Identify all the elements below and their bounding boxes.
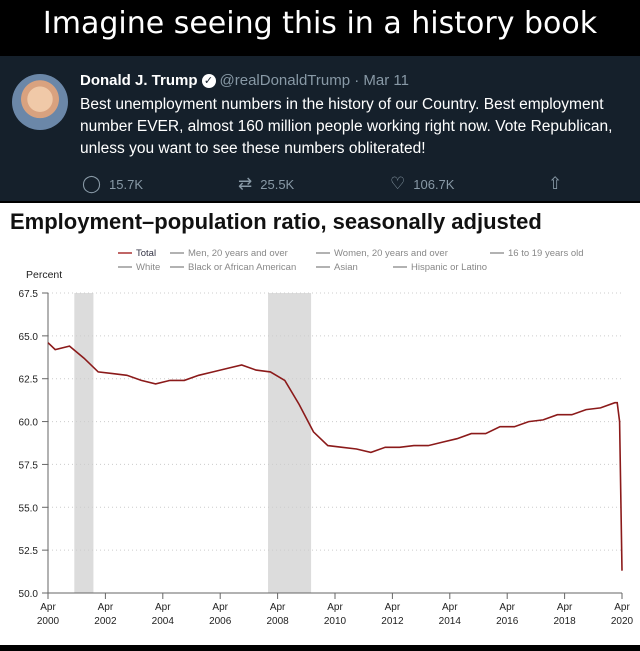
retweet-button[interactable]: ⇄ 25.5K bbox=[238, 174, 294, 194]
share-button[interactable]: ⇧ bbox=[548, 174, 562, 194]
y-tick-label: 50.0 bbox=[19, 589, 39, 600]
recession-band bbox=[268, 293, 312, 593]
y-tick-label: 65.0 bbox=[19, 332, 39, 343]
y-tick-label: 57.5 bbox=[19, 460, 39, 471]
x-tick-month: Apr bbox=[442, 602, 458, 613]
x-tick-year: 2010 bbox=[324, 616, 347, 627]
x-tick-month: Apr bbox=[327, 602, 343, 613]
y-tick-label: 62.5 bbox=[19, 375, 39, 386]
share-icon: ⇧ bbox=[548, 174, 563, 193]
x-tick-year: 2014 bbox=[439, 616, 462, 627]
x-tick-month: Apr bbox=[40, 602, 56, 613]
y-tick-label: 55.0 bbox=[19, 503, 39, 514]
avatar[interactable] bbox=[12, 74, 68, 130]
legend-item-black-or-african-american: Black or African American bbox=[188, 262, 296, 273]
x-tick-year: 2008 bbox=[266, 616, 289, 627]
x-tick-year: 2018 bbox=[553, 616, 576, 627]
x-tick-month: Apr bbox=[385, 602, 401, 613]
tweet: Donald J. Trump ✓ @realDonaldTrump · Mar 1… bbox=[0, 56, 640, 201]
x-tick-month: Apr bbox=[98, 602, 114, 613]
y-tick-label: 60.0 bbox=[19, 418, 39, 429]
y-tick-label: 52.5 bbox=[19, 546, 39, 557]
series-line-total bbox=[47, 342, 623, 571]
x-tick-month: Apr bbox=[212, 602, 228, 613]
like-count: 106.7K bbox=[413, 176, 455, 192]
x-tick-year: 2000 bbox=[37, 616, 60, 627]
like-icon: ♡ bbox=[390, 174, 406, 193]
author-handle[interactable]: @realDonaldTrump bbox=[219, 72, 351, 89]
tweet-date[interactable]: · Mar 11 bbox=[354, 72, 409, 89]
x-tick-month: Apr bbox=[557, 602, 573, 613]
x-tick-month: Apr bbox=[270, 602, 286, 613]
employment-chart: Employment–population ratio, seasonally … bbox=[10, 209, 634, 627]
author-name[interactable]: Donald J. Trump bbox=[80, 72, 198, 89]
legend-item-women-20-years-and-over: Women, 20 years and over bbox=[334, 248, 448, 259]
meme-title: Imagine seeing this in a history book bbox=[42, 6, 598, 41]
x-tick-year: 2020 bbox=[611, 616, 634, 627]
retweet-icon: ⇄ bbox=[238, 174, 253, 193]
legend-item-total: Total bbox=[136, 248, 156, 259]
y-axis-label: Percent bbox=[26, 269, 62, 281]
x-tick-year: 2012 bbox=[381, 616, 404, 627]
legend-item-hispanic-or-latino: Hispanic or Latino bbox=[411, 262, 487, 273]
x-tick-month: Apr bbox=[499, 602, 515, 613]
reply-icon: ◯ bbox=[82, 174, 102, 193]
x-tick-year: 2002 bbox=[94, 616, 117, 627]
legend-item-16-to-19-years-old: 16 to 19 years old bbox=[508, 248, 584, 259]
legend-item-white: White bbox=[136, 262, 160, 273]
legend-item-asian: Asian bbox=[334, 262, 358, 273]
like-button[interactable]: ♡ 106.7K bbox=[390, 174, 454, 194]
x-tick-month: Apr bbox=[155, 602, 171, 613]
chart-title: Employment–population ratio, seasonally … bbox=[10, 209, 542, 234]
x-tick-month: Apr bbox=[614, 602, 630, 613]
legend-item-men-20-years-and-over: Men, 20 years and over bbox=[188, 248, 288, 259]
reply-button[interactable]: ◯ 15.7K bbox=[82, 174, 143, 194]
tweet-text: Best unemployment numbers in the history… bbox=[80, 96, 613, 157]
retweet-count: 25.5K bbox=[260, 176, 295, 192]
verified-icon: ✓ bbox=[201, 74, 216, 88]
reply-count: 15.7K bbox=[109, 176, 144, 192]
x-tick-year: 2004 bbox=[152, 616, 175, 627]
chart-panel: Employment–population ratio, seasonally … bbox=[0, 203, 640, 645]
recession-band bbox=[74, 293, 94, 593]
x-tick-year: 2016 bbox=[496, 616, 519, 627]
y-tick-label: 67.5 bbox=[19, 289, 39, 300]
tweet-header: Donald J. Trump ✓ @realDonaldTrump · Mar 1… bbox=[80, 72, 409, 89]
x-tick-year: 2006 bbox=[209, 616, 232, 627]
